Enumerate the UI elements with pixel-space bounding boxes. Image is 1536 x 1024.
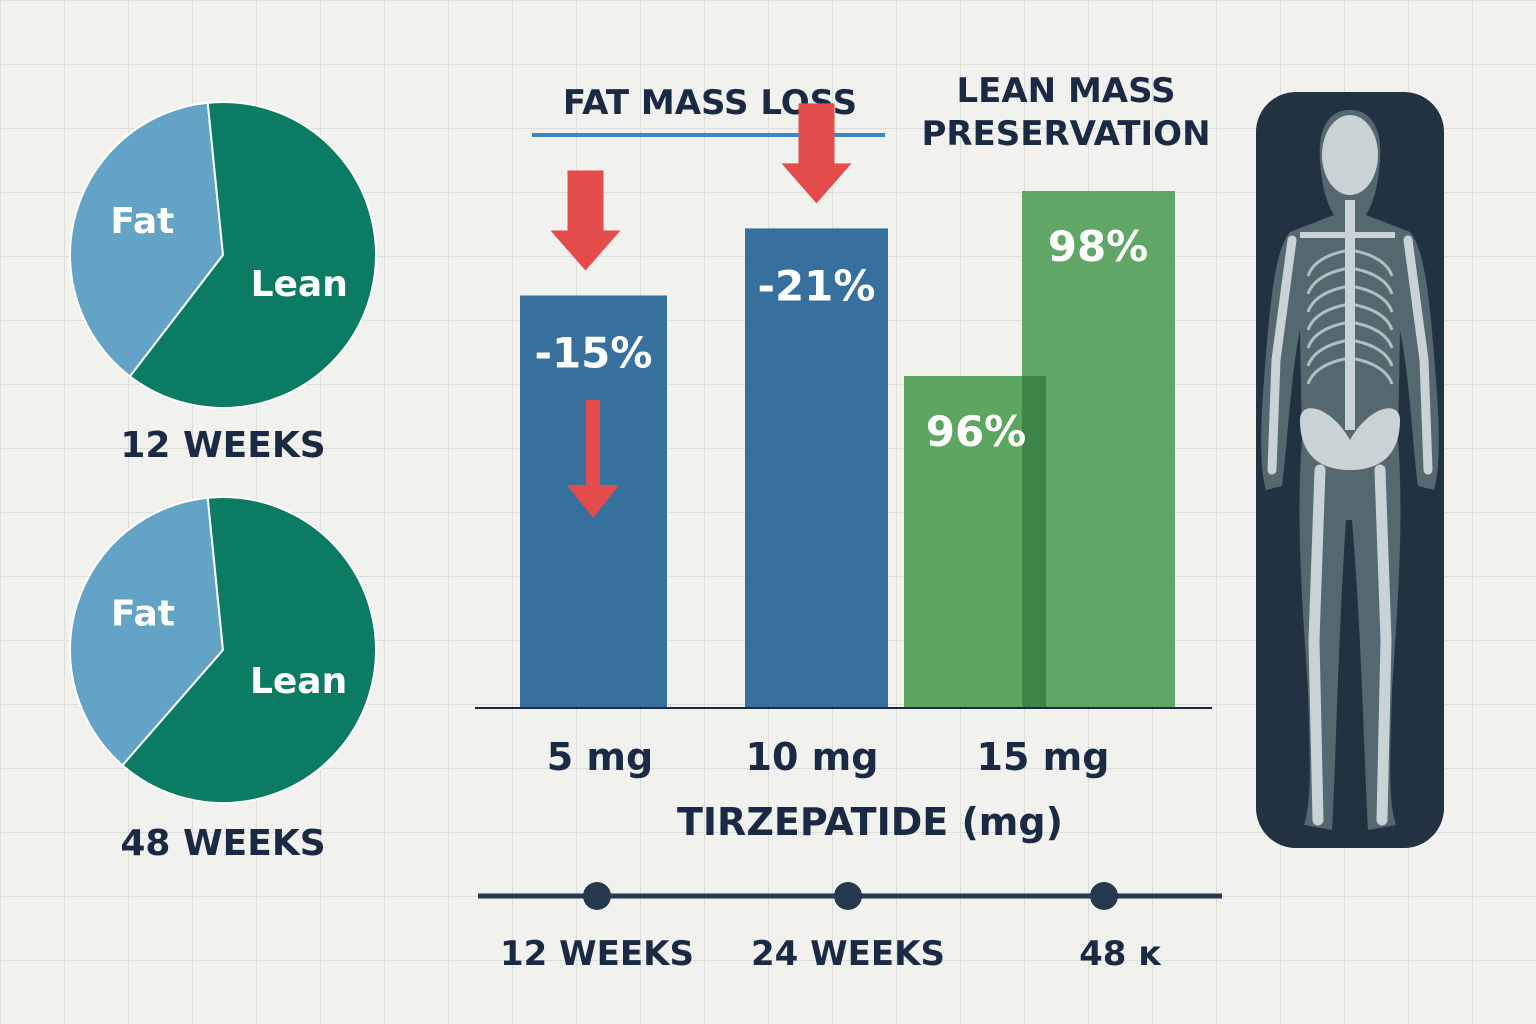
timeline-dot — [1090, 882, 1118, 910]
spine — [1345, 200, 1355, 430]
bar-fat-2 — [745, 228, 888, 708]
timeline-label: 48 ᴋ — [1079, 934, 1162, 974]
bar-label-lean-1: 96% — [926, 407, 1027, 456]
rib — [1306, 338, 1394, 367]
pie-charts: Fat Lean 12 WEEKS Fat Lean 48 WEEKS — [69, 101, 377, 864]
arm-bone — [1267, 235, 1297, 475]
pie-chart-2: Fat Lean 48 WEEKS — [69, 496, 377, 864]
pie-label-fat: Fat — [111, 594, 175, 635]
rib — [1306, 284, 1394, 313]
rib — [1306, 248, 1394, 277]
rib — [1306, 266, 1394, 295]
bar-label-fat-1: -15% — [535, 329, 653, 378]
pie-chart-1: Fat Lean 12 WEEKS — [69, 101, 377, 466]
rib — [1306, 320, 1394, 349]
bars: -15% -21% 96% 98% — [520, 103, 1175, 708]
pie-caption: 12 WEEKS — [120, 425, 325, 466]
pie-slice-fat — [69, 496, 225, 767]
down-arrow-icon — [550, 170, 621, 271]
pelvis — [1300, 408, 1400, 470]
x-tick-15mg: 15 mg — [977, 735, 1110, 779]
bar-lean-2 — [1022, 191, 1175, 708]
pie-slice-lean — [121, 496, 377, 804]
timeline-dot — [583, 882, 611, 910]
skull — [1322, 115, 1378, 195]
bar-label-lean-2: 98% — [1048, 222, 1149, 271]
rib — [1306, 302, 1394, 331]
timeline-dot — [834, 882, 862, 910]
pie-label-lean: Lean — [250, 661, 347, 702]
leg-bone — [1374, 464, 1392, 826]
pie-slice-fat — [69, 101, 225, 378]
x-tick-10mg: 10 mg — [746, 735, 879, 779]
pie-label-fat: Fat — [110, 201, 174, 242]
x-tick-5mg: 5 mg — [547, 735, 653, 779]
pie-caption: 48 WEEKS — [120, 823, 325, 864]
bar-overlap — [1022, 376, 1046, 708]
pie-slice-lean — [128, 101, 377, 409]
bar-chart: FAT MASS LOSS LEAN MASS PRESERVATION -15… — [475, 71, 1212, 844]
timeline-label: 24 WEEKS — [751, 934, 945, 974]
down-arrow-icon — [781, 103, 852, 204]
leg-bone — [1308, 464, 1326, 826]
lean-mass-title-line1: LEAN MASS — [956, 71, 1175, 111]
rib — [1306, 356, 1394, 385]
bar-label-fat-2: -21% — [758, 261, 876, 310]
timeline: 12 WEEKS 24 WEEKS 48 ᴋ — [478, 882, 1222, 974]
pie-label-lean: Lean — [251, 264, 348, 305]
skeleton-scan-icon — [1256, 92, 1444, 848]
lean-mass-title-line2: PRESERVATION — [921, 114, 1210, 154]
x-axis-label: TIRZEPATIDE (mg) — [677, 800, 1063, 844]
timeline-label: 12 WEEKS — [500, 934, 694, 974]
down-arrow-icon — [567, 400, 619, 518]
arm-bone — [1403, 235, 1433, 475]
